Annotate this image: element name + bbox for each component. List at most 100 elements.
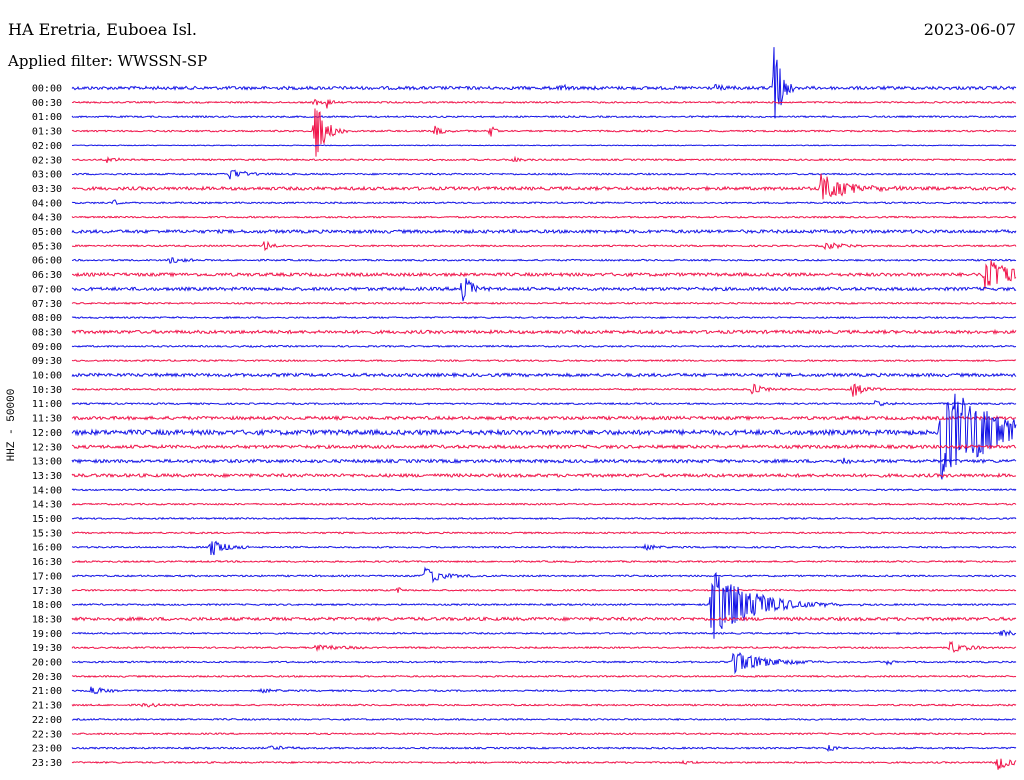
row-time-label: 07:30 xyxy=(32,299,62,310)
trace-row-2200 xyxy=(71,717,1017,722)
row-time-label: 08:00 xyxy=(32,313,62,324)
row-time-label: 22:30 xyxy=(32,729,62,740)
trace-row-1800 xyxy=(71,572,1017,639)
row-time-label: 01:00 xyxy=(32,112,62,123)
trace-row-1600 xyxy=(71,540,1017,556)
date-label: 2023-06-07 xyxy=(923,20,1016,39)
row-time-label: 23:00 xyxy=(32,744,62,755)
trace-row-0800 xyxy=(71,315,1017,320)
row-time-label: 18:00 xyxy=(32,600,62,611)
row-time-label: 09:00 xyxy=(32,342,62,353)
trace-row-2130 xyxy=(71,702,1017,708)
trace-row-1230 xyxy=(71,443,1017,450)
trace-row-2330 xyxy=(71,758,1017,770)
trace-row-0530 xyxy=(71,240,1017,252)
trace-row-0300 xyxy=(71,169,1017,180)
row-time-label: 21:00 xyxy=(32,686,62,697)
trace-row-1000 xyxy=(71,371,1017,379)
trace-row-0330 xyxy=(71,173,1017,200)
trace-row-1630 xyxy=(71,559,1017,564)
row-time-label: 11:00 xyxy=(32,399,62,410)
row-time-label: 19:00 xyxy=(32,629,62,640)
trace-row-0130 xyxy=(71,108,1017,157)
trace-row-0700 xyxy=(71,278,1017,302)
row-time-label: 19:30 xyxy=(32,643,62,654)
row-time-label: 05:30 xyxy=(32,241,62,252)
trace-row-1200 xyxy=(71,393,1017,480)
trace-row-2230 xyxy=(71,732,1017,736)
row-time-label: 08:30 xyxy=(32,327,62,338)
row-time-label: 15:30 xyxy=(32,528,62,539)
trace-row-1300 xyxy=(71,457,1017,465)
row-time-label: 16:00 xyxy=(32,543,62,554)
trace-row-0830 xyxy=(71,328,1017,336)
filter-label: Applied filter: WWSSN-SP xyxy=(8,52,208,70)
row-time-label: 22:00 xyxy=(32,715,62,726)
trace-row-0400 xyxy=(71,199,1017,205)
row-time-label: 21:30 xyxy=(32,701,62,712)
trace-row-1100 xyxy=(71,400,1017,407)
trace-row-1830 xyxy=(71,615,1017,623)
trace-row-0630 xyxy=(72,260,1017,290)
trace-row-2100 xyxy=(71,686,1017,695)
trace-row-0000 xyxy=(71,47,1017,119)
trace-row-2300 xyxy=(71,745,1017,753)
row-time-label: 12:00 xyxy=(32,428,62,439)
trace-row-1930 xyxy=(71,640,1017,653)
trace-row-1500 xyxy=(71,516,1017,521)
trace-row-2000 xyxy=(71,652,1017,675)
row-time-label: 01:30 xyxy=(32,127,62,138)
row-time-label: 18:30 xyxy=(32,614,62,625)
row-time-label: 17:00 xyxy=(32,571,62,582)
row-time-label: 16:30 xyxy=(32,557,62,568)
row-time-label: 02:30 xyxy=(32,155,62,166)
row-time-label: 23:30 xyxy=(32,758,62,769)
trace-row-0230 xyxy=(71,155,1017,164)
row-time-label: 07:00 xyxy=(32,284,62,295)
row-time-label: 13:00 xyxy=(32,457,62,468)
trace-row-1330 xyxy=(71,472,1017,479)
trace-row-0200 xyxy=(71,144,1017,147)
row-time-label: 20:00 xyxy=(32,658,62,669)
trace-row-0500 xyxy=(71,228,1017,235)
row-time-label: 15:00 xyxy=(32,514,62,525)
station-title: HA Eretria, Euboea Isl. xyxy=(8,20,197,39)
row-time-label: 02:00 xyxy=(32,141,62,152)
row-time-label: 03:00 xyxy=(32,170,62,181)
row-time-label: 14:00 xyxy=(32,485,62,496)
trace-row-0900 xyxy=(71,344,1017,348)
trace-row-1900 xyxy=(71,629,1017,637)
trace-row-0730 xyxy=(71,301,1017,305)
trace-row-0600 xyxy=(72,257,1017,264)
row-time-label: 10:30 xyxy=(32,385,62,396)
trace-row-0930 xyxy=(71,358,1017,363)
trace-row-0030 xyxy=(71,98,1017,109)
row-time-label: 09:30 xyxy=(32,356,62,367)
row-time-label: 04:30 xyxy=(32,213,62,224)
trace-row-1430 xyxy=(71,502,1017,506)
row-time-label: 12:30 xyxy=(32,442,62,453)
trace-row-0100 xyxy=(71,115,1017,119)
row-time-label: 04:00 xyxy=(32,198,62,209)
trace-row-0430 xyxy=(71,215,1017,219)
row-time-label: 00:30 xyxy=(32,98,62,109)
row-time-label: 17:30 xyxy=(32,586,62,597)
row-time-label: 20:30 xyxy=(32,672,62,683)
trace-row-1730 xyxy=(71,587,1017,593)
row-time-label: 10:00 xyxy=(32,371,62,382)
row-time-label: 05:00 xyxy=(32,227,62,238)
trace-row-1030 xyxy=(71,383,1017,397)
row-time-label: 00:00 xyxy=(32,84,62,95)
trace-row-1400 xyxy=(71,488,1017,492)
row-time-label: 14:30 xyxy=(32,500,62,511)
trace-row-1530 xyxy=(71,531,1017,535)
row-time-label: 11:30 xyxy=(32,414,62,425)
trace-row-2030 xyxy=(71,674,1017,678)
row-time-label: 03:30 xyxy=(32,184,62,195)
row-time-label: 06:30 xyxy=(32,270,62,281)
trace-row-1700 xyxy=(71,566,1017,584)
trace-row-1130 xyxy=(71,414,1017,422)
row-time-label: 13:30 xyxy=(32,471,62,482)
row-time-label: 06:00 xyxy=(32,256,62,267)
